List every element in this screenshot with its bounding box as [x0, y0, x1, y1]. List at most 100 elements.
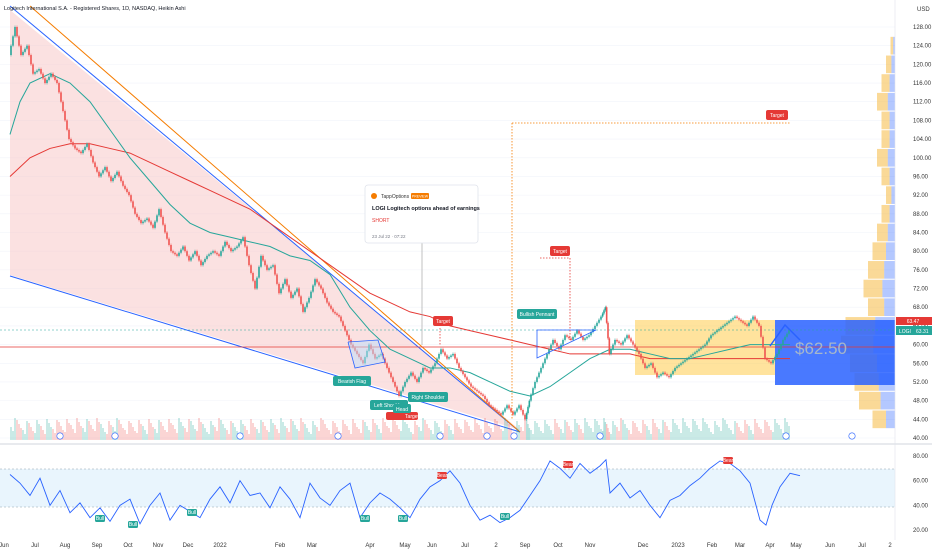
target-label-2[interactable]: Target [550, 246, 570, 256]
volume-bar [168, 419, 170, 440]
candle-body [496, 409, 498, 412]
volume-bar [700, 431, 702, 440]
candle-body [520, 405, 522, 410]
rsi-divergence-labels: Bull Bull Bull Bull Bull Bull Bear Bear Bear [95, 457, 734, 528]
profile-bar-up [886, 410, 895, 429]
candle-body [574, 333, 576, 337]
news-card[interactable]: TappOptions PREVIEW LOGI Logitech option… [364, 184, 480, 244]
volume-bar [490, 428, 492, 440]
svg-text:Target: Target [553, 249, 568, 255]
volume-bar [420, 431, 422, 440]
candle-body [568, 336, 570, 339]
earnings-event-icon[interactable] [111, 432, 119, 440]
candle-body [190, 257, 192, 261]
volume-bar [684, 422, 686, 440]
candle-body [312, 285, 314, 292]
earnings-event-icon[interactable] [596, 432, 604, 440]
earnings-event-icon[interactable] [436, 432, 444, 440]
candle-body [690, 355, 692, 358]
svg-text:Left Shoulder: Left Shoulder [374, 403, 404, 409]
target-label-3[interactable]: Target [766, 110, 788, 120]
volume-bar [686, 426, 688, 440]
candle-body [576, 330, 578, 334]
time-tick-label: Apr [765, 543, 774, 549]
candle-body [74, 145, 76, 149]
profile-bar-up [893, 36, 895, 55]
candle-body [258, 266, 260, 278]
candle-body [172, 251, 174, 253]
volume-bar [788, 426, 790, 440]
volume-bar [780, 429, 782, 440]
profile-bar-up [889, 167, 895, 186]
profile-bar-down [881, 167, 890, 186]
candle-body [612, 344, 614, 350]
volume-bar [668, 430, 670, 440]
rsi-axis[interactable]: 80.00 60.00 40.00 20.00 [913, 454, 929, 534]
volume-bar [578, 425, 580, 440]
bull-divergence-label [500, 513, 510, 520]
candle-body [204, 258, 206, 263]
candle-body [146, 218, 148, 221]
time-tick-label: Nov [585, 543, 596, 549]
candle-body [296, 288, 298, 292]
bearish-flag-label[interactable]: Bearish Flag [333, 376, 371, 386]
volume-bar [272, 423, 274, 440]
candle-body [142, 221, 144, 224]
price-tick-label: 128.00 [913, 25, 932, 31]
candle-body [254, 280, 256, 289]
volume-bar [494, 419, 496, 440]
earnings-event-icon[interactable] [782, 432, 790, 440]
candle-body [784, 336, 786, 340]
volume-bar [582, 433, 584, 440]
candle-body [196, 251, 198, 256]
volume-bar [14, 418, 16, 440]
candle-body [50, 73, 52, 77]
earnings-event-icon[interactable] [510, 432, 518, 440]
earnings-event-icon[interactable] [848, 432, 856, 440]
volume-bar [466, 422, 468, 440]
candle-body [324, 293, 326, 298]
volume-bar [220, 420, 222, 440]
candle-body [512, 411, 514, 415]
target-label-1[interactable]: Target [433, 316, 453, 326]
right-shoulder-label[interactable]: Right Shoulder [408, 392, 448, 402]
head-label[interactable]: Head Target [386, 404, 420, 420]
volume-bar [636, 427, 638, 440]
profile-bar-down [863, 279, 883, 298]
bullish-pennant-label[interactable]: Bullish Pennant [517, 309, 557, 319]
volume-bar [648, 430, 650, 440]
bull-label-text: Bull [188, 510, 196, 516]
candle-body [70, 139, 72, 143]
volume-bar [346, 426, 348, 440]
candle-body [44, 78, 46, 84]
volume-bar [118, 420, 120, 440]
profile-bar-down [872, 242, 886, 261]
volume-bar [270, 419, 272, 440]
volume-bar [242, 424, 244, 440]
event-markers[interactable] [56, 432, 856, 440]
volume-bar [456, 423, 458, 440]
earnings-event-icon[interactable] [483, 432, 491, 440]
earnings-event-icon[interactable] [236, 432, 244, 440]
volume-bar [752, 434, 754, 440]
candle-body [270, 266, 272, 269]
bear-label-text: Bear [563, 462, 574, 468]
volume-bar [462, 433, 464, 440]
volume-bar [232, 423, 234, 440]
candle-body [390, 372, 392, 378]
candle-body [584, 338, 586, 340]
volume-bar [38, 424, 40, 440]
volume-bar [594, 419, 596, 440]
earnings-event-icon[interactable] [334, 432, 342, 440]
volume-bar [410, 432, 412, 440]
candle-body [688, 357, 690, 359]
candle-body [80, 151, 82, 154]
candle-body [494, 408, 496, 410]
candle-body [396, 386, 398, 392]
volume-bar [702, 418, 704, 440]
volume-bar [502, 431, 504, 440]
earnings-event-icon[interactable] [56, 432, 64, 440]
time-axis[interactable]: Jun Jul Aug Sep Oct Nov Dec 2022 Feb Mar Apr May Jun… [0, 543, 892, 549]
candle-body [600, 316, 602, 320]
